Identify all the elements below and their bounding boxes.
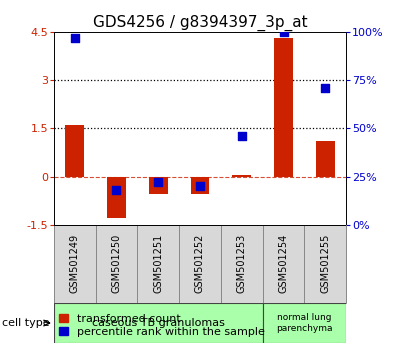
Point	[113, 187, 119, 193]
Bar	[316, 141, 335, 177]
Point	[197, 183, 203, 189]
Bar	[54, 303, 263, 343]
Bar	[263, 225, 304, 303]
Bar	[274, 38, 293, 177]
Text: GSM501252: GSM501252	[195, 234, 205, 293]
Point	[238, 133, 245, 139]
Text: caseous TB granulomas: caseous TB granulomas	[92, 318, 224, 328]
Point	[72, 35, 78, 40]
Bar	[191, 177, 209, 194]
Text: GSM501249: GSM501249	[70, 234, 80, 293]
Bar	[149, 177, 168, 194]
Bar	[232, 175, 251, 177]
Text: GSM501251: GSM501251	[153, 234, 163, 293]
Bar	[137, 225, 179, 303]
Text: GSM501253: GSM501253	[237, 234, 247, 293]
Text: GSM501255: GSM501255	[320, 234, 330, 293]
Bar	[54, 225, 96, 303]
Title: GDS4256 / g8394397_3p_at: GDS4256 / g8394397_3p_at	[93, 14, 307, 30]
Legend: transformed count, percentile rank within the sample: transformed count, percentile rank withi…	[59, 314, 265, 337]
Bar	[263, 303, 346, 343]
Point	[322, 85, 328, 91]
Text: GSM501250: GSM501250	[111, 234, 121, 293]
Point	[155, 179, 162, 185]
Text: normal lung
parenchyma: normal lung parenchyma	[276, 313, 333, 333]
Bar	[179, 225, 221, 303]
Bar	[221, 225, 263, 303]
Point	[280, 29, 287, 35]
Bar	[65, 125, 84, 177]
Text: cell type: cell type	[2, 318, 50, 328]
Bar	[96, 225, 137, 303]
Text: GSM501254: GSM501254	[279, 234, 289, 293]
Bar	[304, 225, 346, 303]
Bar	[107, 177, 126, 218]
